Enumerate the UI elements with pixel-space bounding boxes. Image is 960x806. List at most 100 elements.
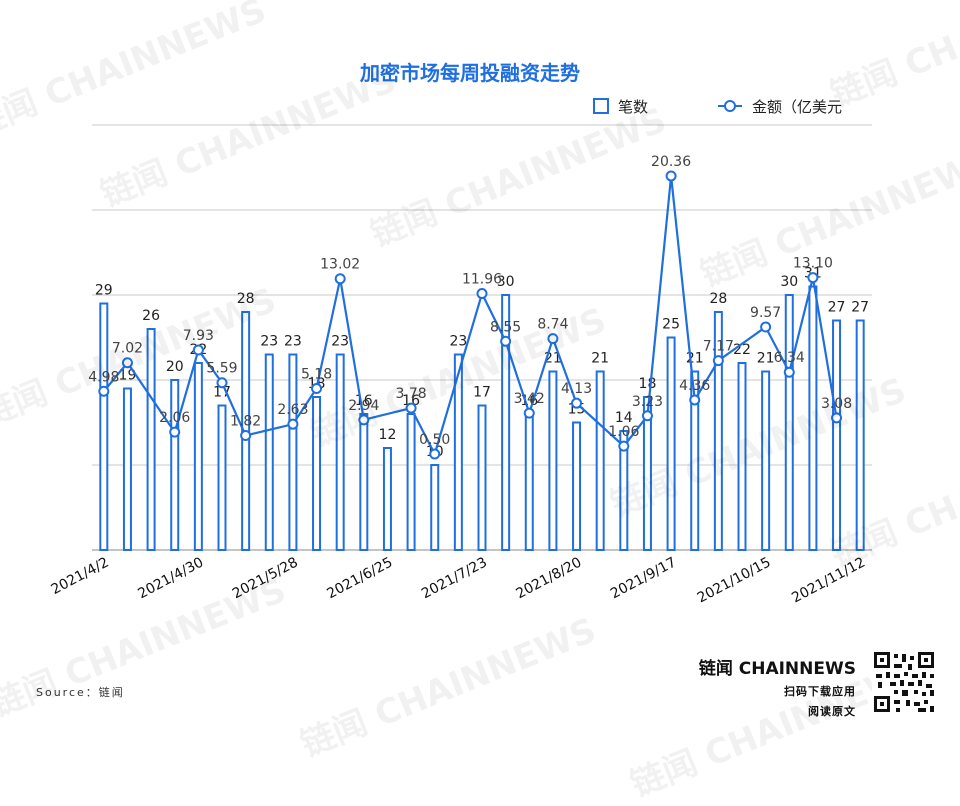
amount-value-label: 2.94: [348, 398, 379, 414]
amount-point: [287, 418, 299, 430]
amount-value-label: 4.13: [561, 381, 592, 397]
brand-block: 链闻 CHAINNEWS 扫码下载应用 阅读原文: [699, 654, 856, 719]
bar: [642, 396, 652, 551]
amount-value-label: 5.18: [301, 366, 332, 382]
amount-point: [240, 430, 252, 442]
bar: [264, 353, 274, 551]
amount-point: [476, 288, 488, 300]
bar: [784, 294, 794, 551]
bar: [122, 387, 132, 551]
amount-point: [831, 412, 843, 424]
x-tick-label: 2021/8/20: [514, 554, 585, 602]
bar: [170, 379, 180, 551]
bar: [761, 370, 771, 551]
x-tick-label: 2021/7/23: [419, 554, 490, 602]
amount-point: [500, 335, 512, 347]
bar: [855, 319, 865, 551]
amount-point: [689, 394, 701, 406]
bar: [335, 353, 345, 551]
amount-line: [102, 175, 838, 457]
bar: [359, 413, 369, 551]
bar-value-label: 21: [591, 351, 609, 367]
x-tick-label: 2021/6/25: [324, 554, 395, 602]
bar-value-label: 28: [237, 291, 255, 307]
line-series: [98, 170, 843, 460]
bar-value-label: 14: [615, 410, 633, 426]
amount-point: [311, 382, 323, 394]
bar: [501, 294, 511, 551]
amount-point: [712, 355, 724, 367]
bar: [453, 353, 463, 551]
amount-value-label: 13.02: [320, 257, 360, 273]
amount-value-label: 7.93: [183, 328, 214, 344]
qr-code-icon[interactable]: [872, 650, 936, 714]
chart: 加密市场每周投融资走势 笔数 金额（亿美元 291926202217282323…: [49, 61, 872, 606]
amount-value-label: 8.74: [537, 317, 568, 333]
bar: [737, 362, 747, 551]
amount-value-label: 2.63: [277, 402, 308, 418]
amount-value-label: 3.78: [396, 386, 427, 402]
amount-point: [665, 170, 677, 182]
bar-value-label: 19: [119, 368, 137, 384]
amount-value-label: 13.10: [793, 256, 833, 272]
bar-value-label: 26: [142, 308, 160, 324]
brand-name: 链闻 CHAINNEWS: [698, 659, 856, 679]
x-axis-ticks: 2021/4/2 2021/4/30 2021/5/28 2021/6/25 2021/…: [49, 554, 868, 606]
amount-value-label: 9.57: [750, 305, 781, 321]
bar: [524, 413, 534, 551]
x-tick-label: 2021/10/15: [695, 554, 774, 606]
amount-point: [807, 272, 819, 284]
bar: [595, 370, 605, 551]
amount-point: [783, 366, 795, 378]
amount-point: [618, 440, 630, 452]
bar-value-label: 29: [95, 283, 113, 299]
bar: [572, 421, 582, 551]
amount-point: [334, 273, 346, 285]
bar-value-label: 25: [662, 317, 680, 333]
bar: [312, 396, 322, 551]
x-tick-label: 2021/11/12: [789, 554, 868, 606]
legend-bar-label: 笔数: [618, 98, 648, 116]
bar: [832, 319, 842, 551]
amount-point: [523, 407, 535, 419]
legend-line-marker: [724, 100, 736, 112]
bar-value-label: 30: [497, 274, 515, 290]
amount-value-label: 7.17: [703, 339, 734, 355]
bar: [548, 370, 558, 551]
amount-point: [192, 344, 204, 356]
bar: [99, 302, 109, 551]
x-tick-label: 2021/5/28: [230, 554, 301, 602]
amount-value-label: 4.98: [88, 369, 119, 385]
x-tick-label: 2021/9/17: [608, 554, 679, 602]
x-tick-label: 2021/4/30: [135, 554, 206, 602]
amount-value-label: 7.02: [112, 341, 143, 357]
amount-point: [358, 414, 370, 426]
bar: [288, 353, 298, 551]
bar-value-label: 27: [828, 300, 846, 316]
bar-value-label: 23: [260, 334, 278, 350]
bar: [619, 430, 629, 551]
amount-value-label: 4.36: [679, 378, 710, 394]
amount-point: [121, 357, 133, 369]
bar: [382, 447, 392, 551]
amount-value-label: 2.06: [159, 410, 190, 426]
bar: [713, 311, 723, 551]
bar-value-label: 23: [284, 334, 302, 350]
source-note: Source：链闻: [36, 686, 125, 699]
amount-value-label: 0.50: [419, 432, 450, 448]
bar: [146, 328, 156, 551]
legend-line-label: 金额（亿美元: [752, 98, 842, 116]
bar-value-label: 28: [709, 291, 727, 307]
bar: [430, 464, 440, 551]
bar-value-label: 21: [757, 351, 775, 367]
legend-bar-swatch: [593, 98, 609, 114]
bar: [666, 336, 676, 551]
amount-value-label: 3.42: [514, 391, 545, 407]
bar: [193, 362, 203, 551]
bar-value-label: 18: [639, 376, 657, 392]
line-labels: 4.98 7.02 2.06 7.93 5.59 1.82 2.63 5.18 13.02 2.9…: [88, 154, 852, 448]
legend: 笔数 金额（亿美元: [593, 98, 842, 116]
bar-value-label: 23: [331, 334, 349, 350]
x-tick-label: 2021/4/2: [49, 554, 112, 598]
bars: [99, 285, 865, 551]
